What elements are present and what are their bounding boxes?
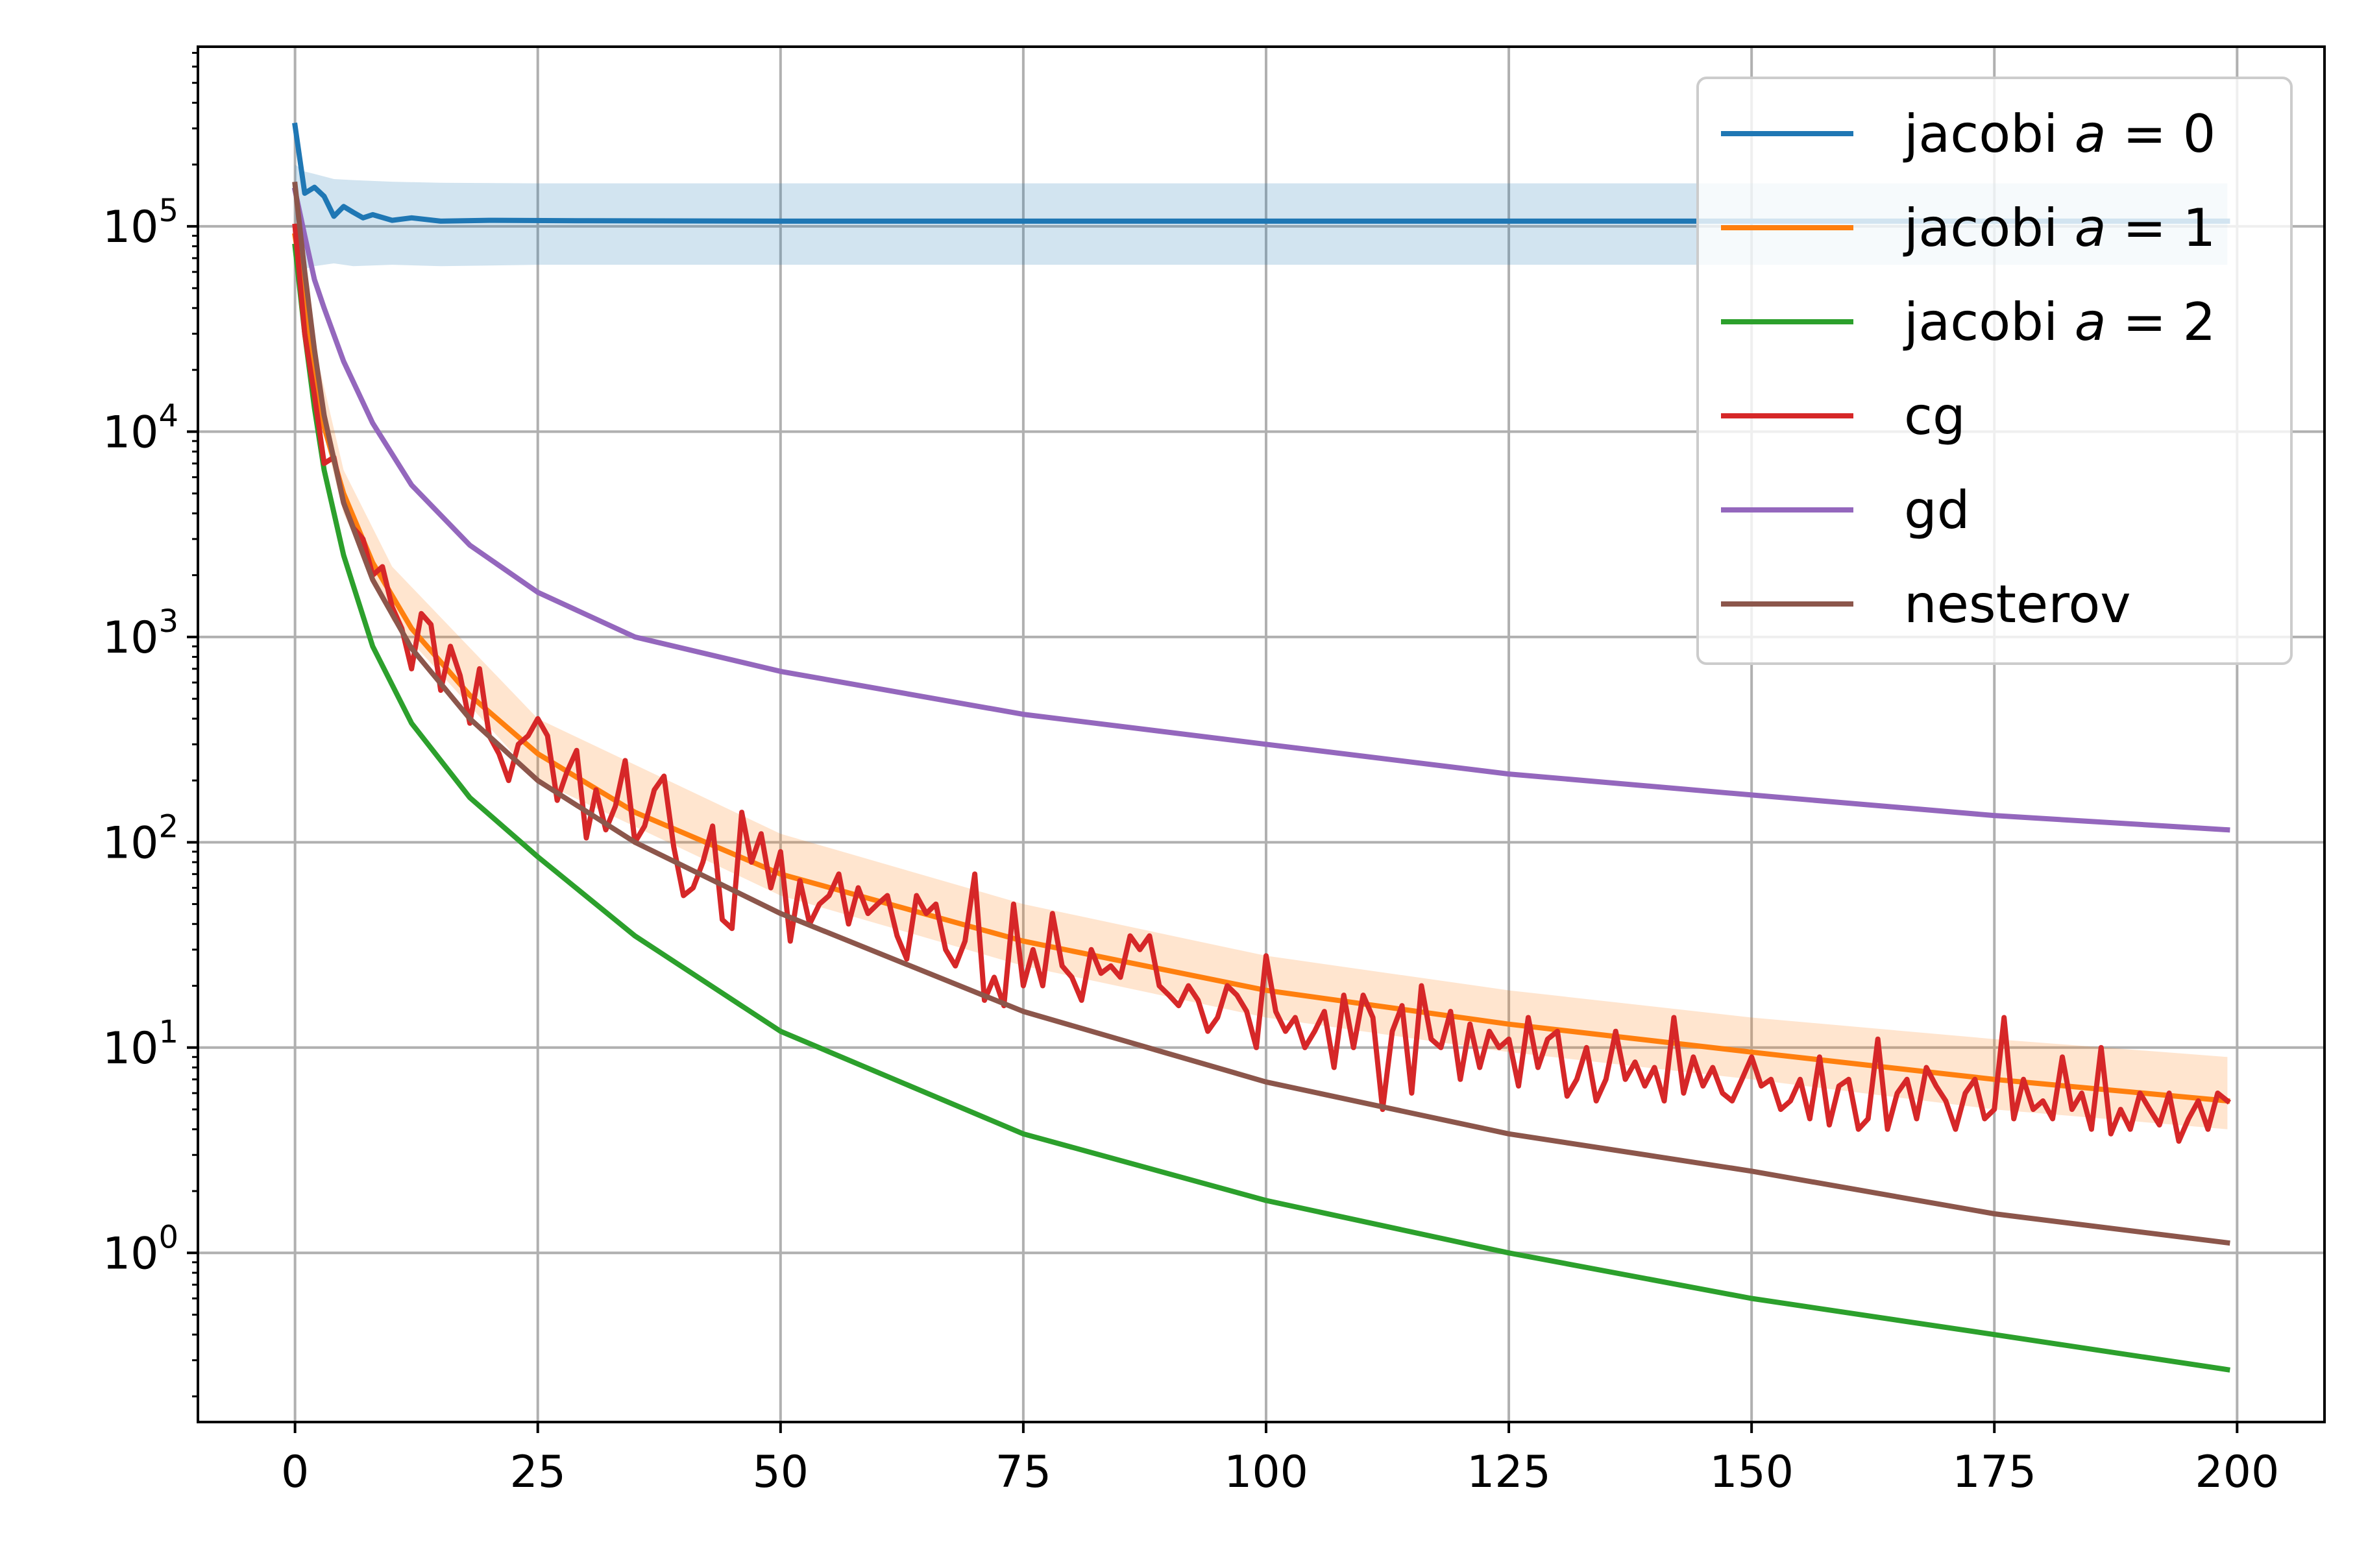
legend-label: nesterov <box>1904 574 2131 634</box>
series-line <box>291 187 2230 833</box>
legend-label: jacobi a = 2 <box>1903 292 2215 352</box>
plot-frame <box>197 45 2326 1423</box>
y-axis: 100 101 102 103 104 105 <box>103 51 198 1397</box>
y-tick-label: 105 <box>103 193 178 253</box>
y-tick-label: 102 <box>103 808 178 869</box>
series-line <box>292 223 2232 1144</box>
legend: jacobi a = 0 jacobi a = 1 jacobi a = 2 cg gd… <box>1696 77 2293 665</box>
y-tick-label: 101 <box>103 1014 178 1074</box>
x-tick-label: 75 <box>995 1447 1052 1498</box>
x-tick-label: 25 <box>509 1447 566 1498</box>
y-tick-label: 100 <box>103 1219 178 1279</box>
legend-box <box>1696 77 2293 665</box>
series-line <box>292 181 2230 1246</box>
x-tick-label: 50 <box>753 1447 809 1498</box>
series-line <box>292 122 2230 224</box>
x-tick-label: 100 <box>1224 1447 1308 1498</box>
x-tick-label: 200 <box>2195 1447 2279 1498</box>
y-tick-label: 103 <box>103 603 178 664</box>
y-tick-label: 104 <box>103 398 178 458</box>
series-lines <box>291 122 2232 1373</box>
legend-label: gd <box>1904 480 1970 540</box>
x-tick-label: 175 <box>1952 1447 2036 1498</box>
x-axis: 0 25 50 75 100 125 150 175 200 <box>281 1422 2279 1498</box>
x-tick-label: 150 <box>1709 1447 1794 1498</box>
legend-label: jacobi a = 0 <box>1903 104 2215 164</box>
legend-label: jacobi a = 1 <box>1903 198 2215 258</box>
legend-label: cg <box>1904 386 1966 446</box>
x-tick-label: 0 <box>281 1447 309 1498</box>
x-tick-label: 125 <box>1467 1447 1551 1498</box>
